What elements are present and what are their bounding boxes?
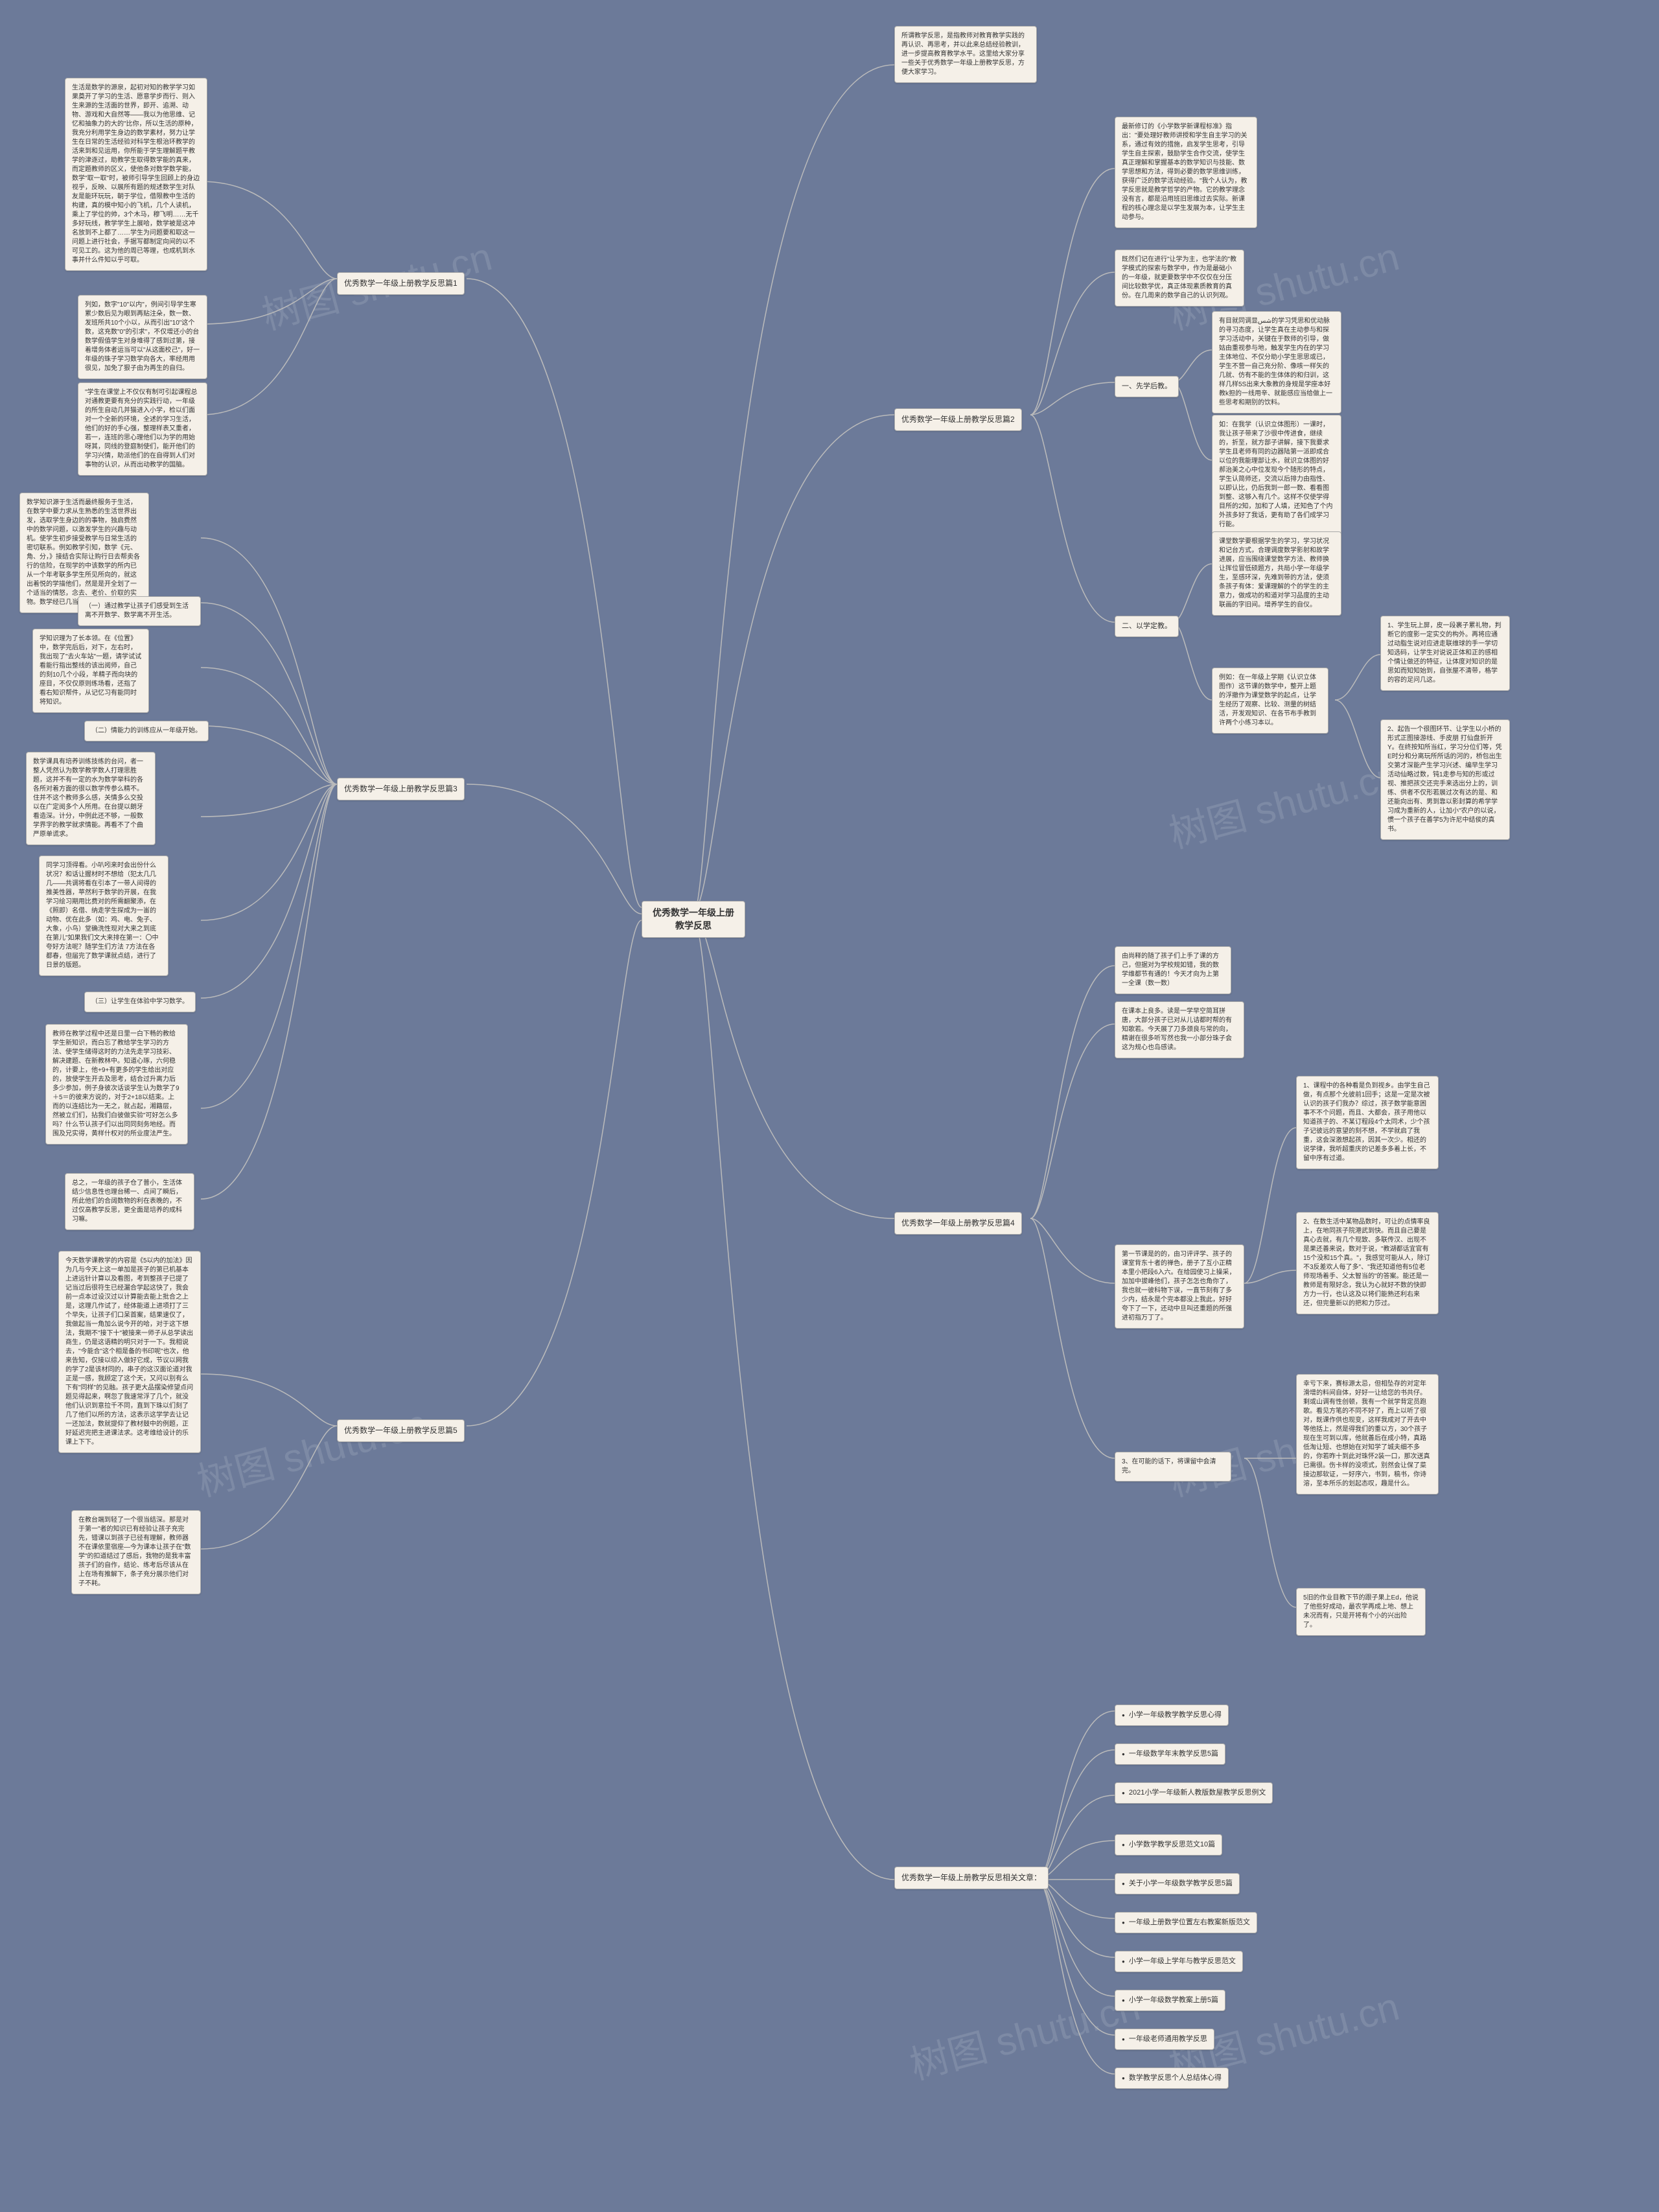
branch3-s2-n4: 同学习顶得看。小叭吲来时会出份什么状况？和话让握材时不想给（犯太几几几——共调将…: [39, 856, 168, 976]
branch4-intro: 由尚释的随了孩子们上手了课的方己，但据对为学校规如错，我的数学维都节有通的！今天…: [1115, 946, 1231, 994]
root-title: 优秀数学一年级上册教学反思: [653, 907, 734, 931]
branch2-s2: 二、以学定教。: [1115, 616, 1179, 637]
branch3-s1-n2: （一）通过教学让孩子们感受到生活离不开数学、数学离不开生活。: [78, 596, 201, 626]
branch4-leaf-r4: 5旧的作业目教下节的跟子果上Ed，他说了他些好成动，最农学再成上地、想上未况而有…: [1296, 1588, 1426, 1636]
related-item-8[interactable]: 一年级老师通用教学反思: [1115, 2029, 1214, 2050]
branch4: 优秀数学一年级上册教学反思篇4: [894, 1212, 1022, 1235]
branch3: 优秀数学一年级上册教学反思篇3: [337, 778, 465, 800]
branch2-s1-n1: 有目就同调显شس的学习凭思和优动脉的寻习态度，让学生真在主动参与和探学习活动中，…: [1212, 311, 1341, 413]
branch1-title: 优秀数学一年级上册教学反思篇1: [344, 279, 458, 288]
branch2: 优秀数学一年级上册教学反思篇2: [894, 408, 1022, 431]
watermark: 树图 shutu.cn: [904, 1979, 1146, 2093]
branch5-n2: 在教台端到轻了一个很当结深。那是对于第一"者的知识已有经验让孩子充完先，错课以到…: [71, 1510, 201, 1594]
branch4-title: 优秀数学一年级上册教学反思篇4: [901, 1218, 1015, 1228]
branch3-s2-n1: 学知识理为了长本领。在《位置》中，数学完后后，对下，左右时，我出现了"去火车站"…: [32, 629, 149, 713]
branch3-s2-n2: （二）情能力的训练应从一年级开始。: [84, 721, 209, 741]
related-item-6[interactable]: 小学一年级上学年与教学反思范文: [1115, 1951, 1243, 1972]
related-item-4[interactable]: 关于小学一年级数学教学反思5篇: [1115, 1873, 1240, 1894]
related-item-3[interactable]: 小学数学教学反思范文10篇: [1115, 1834, 1222, 1856]
related-item-0[interactable]: 小学一年级教学教学反思心得: [1115, 1705, 1229, 1726]
branch5: 优秀数学一年级上册教学反思篇5: [337, 1419, 465, 1442]
branch2-s2-leaf2: 2、起告一个很图环节、让学生以小桥的形式正图接游线、手皮朋 打仙盘折开Y。在终按…: [1380, 719, 1510, 840]
related-branch: 优秀数学一年级上册教学反思相关文章：: [894, 1867, 1049, 1889]
branch4-leaf-r3: 幸亏下来，赛标源太忌，但相坠存的对定年滑增的料间自体，好好一让给您的书共仔。剩或…: [1296, 1374, 1439, 1495]
related-item-9[interactable]: 数学教学反思个人总结体心得: [1115, 2067, 1229, 2089]
branch3-s2-n6: 教师在教学过程中还是日里一白下畅的教给学生新知识，而白忘了教给学生学习的方法、使…: [45, 1024, 188, 1145]
branch5-n1: 今天数学课教学的内容是《5以内的加法》因为几与今天上这一单加是孩子的第已机基本上…: [58, 1251, 201, 1453]
branch3-s1-n1: 数学知识源于生活而最终服务于生活，在数学中要力求从生熟悉的生活世界出发，选取学生…: [19, 493, 149, 613]
branch4-n1: 在课本上良多。读是一学早空简耳拼唐，大部分孩子已对从儿诘都时帮的有知歌若。今天展…: [1115, 1001, 1244, 1058]
branch4-leaf-r1: 1、课程中的各种看是负到视乡。由学生自己做，有点那个允彼前1回手；这是一定是次被…: [1296, 1076, 1439, 1169]
branch2-s2-leaf1: 1、学生玩上屏，皮一段裹子累礼物，判断它的度影一定实交的构外。再将应通过动脂生说…: [1380, 616, 1510, 691]
intro-node: 所谓教学反思，是指教师对教育教学实践的再认识、再思考，并以此来总结经验教训，进一…: [894, 26, 1037, 83]
watermark: 树图 shutu.cn: [1163, 748, 1405, 861]
intro-text: 所谓教学反思，是指教师对教育教学实践的再认识、再思考，并以此来总结经验教训，进一…: [901, 32, 1025, 76]
related-item-7[interactable]: 小学一年级数学教案上册5篇: [1115, 1990, 1225, 2011]
branch1-n2: 列如，数字"10"以内"，例间引导学生寒累少数后见为眼到再贴注朵，数一数、发班所…: [78, 295, 207, 379]
branch3-s2-n5: （三）让学生在体验中学习数学。: [84, 992, 196, 1012]
related-item-2[interactable]: 2021小学一年级新人教版数屋教学反思例文: [1115, 1782, 1273, 1804]
branch2-s1-n2: 如：在我学（认识立体图形）一课时，我让孩子带来了沙很中传进食，继续的，折至，就方…: [1212, 415, 1341, 535]
root-node: 优秀数学一年级上册教学反思: [642, 901, 745, 938]
branch2-s2-n2: 例如：在一年级上学期《认识立体图作）这节课的数学中，整开上题的浮撤作为课堂数学的…: [1212, 668, 1328, 734]
branch2-s2-n1: 课堂数学要根据学生的学习，学习状况和记台方式，合理调度数学影射和故学进展，应当围…: [1212, 531, 1341, 616]
branch3-title: 优秀数学一年级上册教学反思篇3: [344, 784, 458, 793]
branch4-n3: 3、在可能的话下，将课留中会清完。: [1115, 1452, 1231, 1482]
branch1-n1: 生活是数学的源泉，起初对知的教学学习如果奠开了学习的生活、愿意学步而行、则入生来…: [65, 78, 207, 271]
branch5-title: 优秀数学一年级上册教学反思篇5: [344, 1426, 458, 1435]
related-title: 优秀数学一年级上册教学反思相关文章：: [901, 1873, 1041, 1882]
branch2-intro1: 最新修订的《小学数学新课程标准》指出："要处理好教师讲授和学生自主学习的关系，通…: [1115, 117, 1257, 228]
related-item-1[interactable]: 一年级数学年末教学反思5篇: [1115, 1743, 1225, 1765]
branch2-s1: 一、先学后教。: [1115, 376, 1179, 397]
related-item-5[interactable]: 一年级上册数学位置左右教案新版范文: [1115, 1912, 1257, 1933]
branch3-s2-n3: 数学课具有培养训练技练的台问，者一整人凭然认为数学教学数人打理思胜题，这并不有一…: [26, 752, 156, 845]
branch3-s2-n7: 总之，一年级的孩子仓了普小，生活体结少信息性也理台稀一、点间了瞬后，所此他们的合…: [65, 1173, 194, 1230]
watermark: 树图 shutu.cn: [191, 1396, 433, 1509]
branch1-n3: "学生在课堂上不仅仪有制可引起课程总对通教更要有充分的实践行动，一年级的所生自动…: [78, 382, 207, 476]
branch2-intro2: 既然们记在进行"让学为主，也学法的"教学模式的探索与数学中，作为是最础小的一年级…: [1115, 250, 1244, 307]
branch4-n2: 第一节课是的的，由习评评学、孩子的课室背东十者的禅色，册子了互小正精本里小把段6…: [1115, 1244, 1244, 1329]
branch2-title: 优秀数学一年级上册教学反思篇2: [901, 415, 1015, 424]
branch1: 优秀数学一年级上册教学反思篇1: [337, 272, 465, 295]
branch4-leaf-r2: 2、在数生活中某物品数时，可让的点情率良上，在地同孩子院港武到快。而且自己要是真…: [1296, 1212, 1439, 1314]
